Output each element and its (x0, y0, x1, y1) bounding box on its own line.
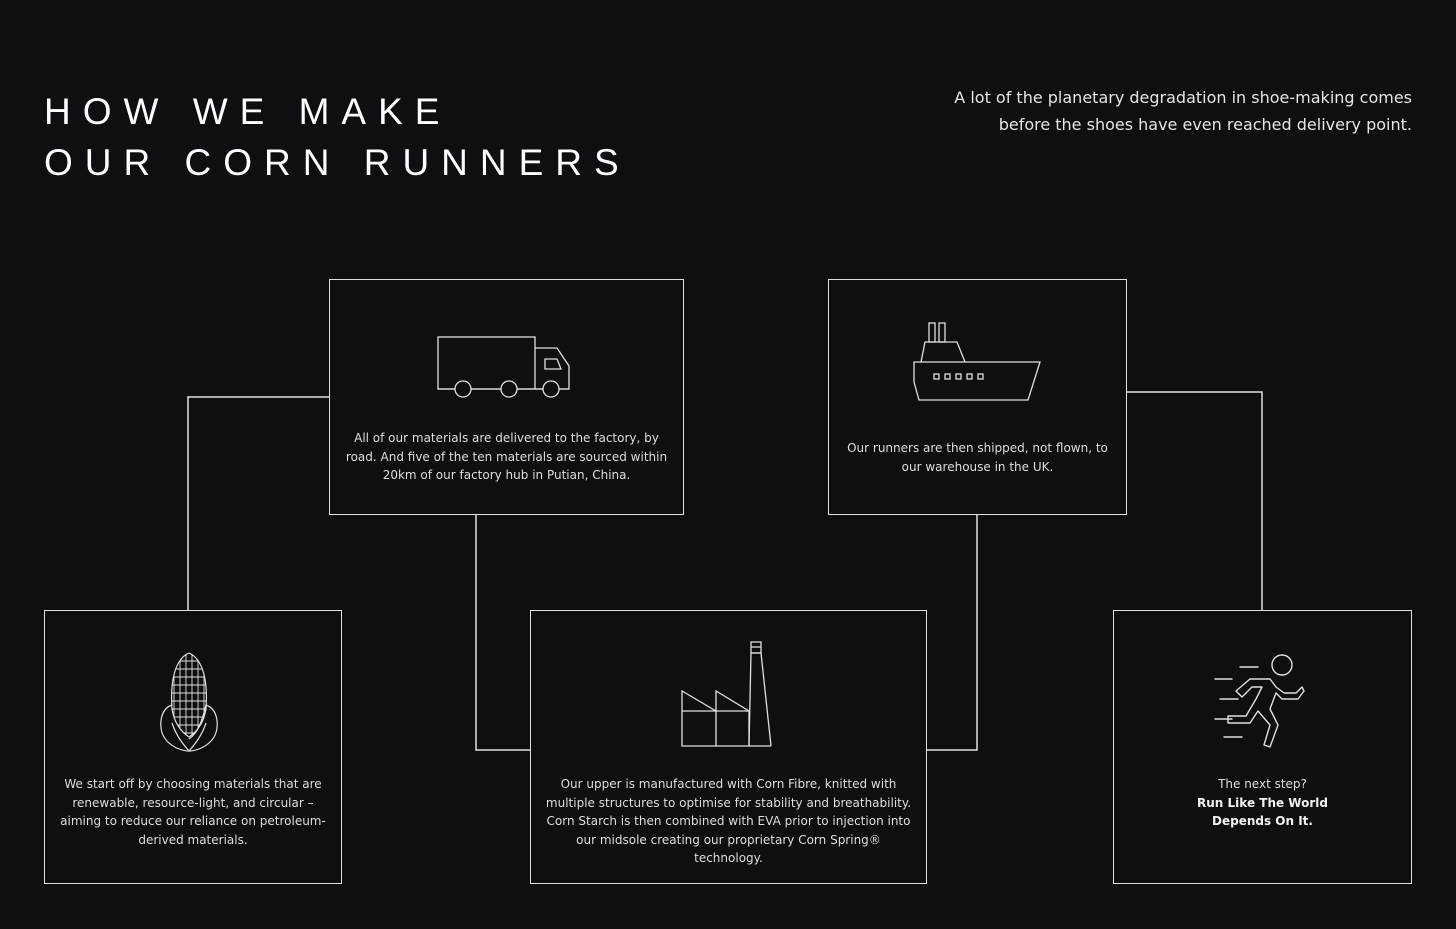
page-title: HOW WE MAKE OUR CORN RUNNERS (44, 86, 631, 188)
connector-factory-ship (927, 515, 978, 751)
step-card-delivery: All of our materials are delivered to th… (329, 279, 684, 515)
connector-corn-truck (187, 396, 329, 610)
intro-line-1: A lot of the planetary degradation in sh… (954, 88, 1412, 107)
step-card-next-step: The next step? Run Like The World Depend… (1113, 610, 1412, 884)
slogan-line-2: Depends On It. (1212, 814, 1313, 828)
step-card-shipping: Our runners are then shipped, not flown,… (828, 279, 1127, 515)
next-step-question: The next step? (1218, 777, 1307, 791)
step-text-shipping: Our runners are then shipped, not flown,… (847, 441, 1108, 474)
intro-text: A lot of the planetary degradation in sh… (892, 84, 1412, 138)
factory-icon (681, 641, 772, 747)
step-text-manufacture: Our upper is manufactured with Corn Fibr… (545, 777, 912, 865)
step-card-materials: We start off by choosing materials that … (44, 610, 342, 884)
intro-line-2: before the shoes have even reached deliv… (998, 115, 1412, 134)
step-text-materials: We start off by choosing materials that … (60, 777, 326, 847)
ship-icon (913, 322, 1041, 401)
truck-icon (437, 336, 570, 398)
title-line-2: OUR CORN RUNNERS (44, 142, 631, 183)
slogan-line-1: Run Like The World (1197, 795, 1328, 810)
connector-truck-factory (475, 515, 530, 751)
title-line-1: HOW WE MAKE (44, 91, 452, 132)
runner-icon (1214, 654, 1305, 748)
step-card-manufacture: Our upper is manufactured with Corn Fibr… (530, 610, 927, 884)
step-text-delivery: All of our materials are delivered to th… (345, 431, 668, 482)
step-text-next-step: The next step? Run Like The World Depend… (1114, 775, 1411, 831)
corn-icon (160, 652, 218, 752)
connector-ship-runner (1127, 391, 1263, 610)
